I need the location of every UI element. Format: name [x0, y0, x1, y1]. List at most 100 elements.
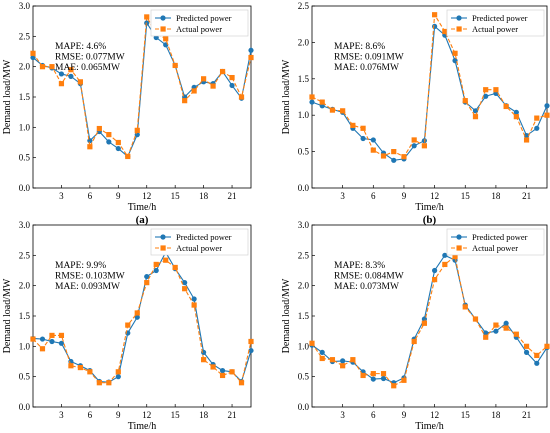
y-axis-label: Demand load/MW: [2, 59, 13, 134]
legend-marker: [160, 15, 166, 21]
y-tick-label: 0.5: [19, 372, 31, 382]
x-tick-label: 12: [142, 410, 151, 420]
data-point: [340, 363, 346, 369]
data-point: [229, 74, 235, 81]
data-point: [96, 125, 102, 132]
legend-marker: [160, 234, 166, 240]
data-point: [329, 107, 336, 113]
y-tick-label: 0.0: [19, 402, 31, 412]
x-axis-label: Time/h: [128, 421, 157, 432]
legend-marker: [456, 234, 462, 240]
data-point: [219, 368, 226, 374]
data-point: [483, 330, 489, 336]
data-point: [380, 371, 387, 377]
data-point: [340, 358, 346, 364]
x-tick-label: 15: [461, 191, 471, 201]
data-point: [134, 310, 140, 316]
series-line: [32, 15, 252, 158]
data-point: [172, 62, 178, 69]
data-point: [483, 334, 489, 340]
legend-label: Predicted power: [176, 13, 232, 23]
y-tick-label: 0.5: [298, 372, 310, 382]
x-tick-label: 21: [522, 410, 531, 420]
data-point: [30, 54, 36, 61]
data-point: [523, 137, 530, 143]
data-point: [125, 322, 131, 328]
series-actual: [309, 12, 550, 160]
chart-panel-3: 0.0 0.5 1.0 1.5 2.0 2.5 3.0 3 6 9 12 15 18 21 Time/h De…: [2, 220, 254, 432]
data-point: [153, 267, 159, 274]
data-point: [68, 363, 74, 369]
y-axis-label: Demand load/MW: [281, 59, 292, 134]
data-point: [248, 347, 254, 354]
x-tick-label: 21: [228, 410, 237, 420]
metric-text: RMSE: 0.103MW: [55, 272, 125, 282]
y-tick-label: 2.5: [298, 1, 310, 11]
legend-box: [150, 228, 249, 256]
data-point: [513, 109, 519, 115]
data-point: [391, 149, 397, 155]
data-point: [39, 336, 46, 342]
y-tick-label: 0.5: [19, 153, 31, 163]
data-point: [30, 336, 36, 342]
metric-text: RMSE: 0.077MW: [55, 53, 125, 63]
data-point: [411, 338, 417, 345]
y-tick-label: 0.0: [298, 183, 310, 193]
x-tick-label: 6: [371, 410, 376, 420]
data-point: [432, 12, 438, 18]
metric-text: MAPE: 8.3%: [334, 261, 385, 271]
y-tick-label: 2.5: [19, 31, 31, 41]
data-point: [182, 286, 188, 292]
data-point: [96, 380, 102, 386]
y-tick-label: 3.0: [19, 220, 31, 230]
data-point: [219, 68, 226, 75]
y-tick-label: 0.5: [298, 147, 310, 157]
data-point: [39, 64, 46, 70]
data-point: [340, 108, 346, 114]
data-point: [125, 153, 131, 160]
data-point: [544, 112, 550, 118]
x-tick-label: 3: [59, 191, 64, 201]
y-tick-label: 1.5: [19, 311, 31, 321]
data-point: [391, 157, 397, 163]
data-point: [153, 261, 159, 268]
data-point: [210, 364, 216, 370]
data-point: [391, 383, 397, 389]
data-point: [462, 98, 468, 104]
x-tick-label: 6: [371, 191, 376, 201]
chart-panel-4: 0.0 0.5 1.0 1.5 2.0 2.5 3.0 3 6 9 12 15 18 21 Time/h De…: [281, 220, 550, 432]
data-point: [493, 328, 499, 334]
data-point: [58, 81, 65, 87]
data-point: [370, 376, 376, 382]
data-point: [106, 132, 112, 138]
metric-text: MAPE: 9.9%: [55, 261, 106, 271]
data-point: [472, 108, 479, 114]
data-point: [201, 76, 207, 82]
data-point: [39, 346, 46, 352]
x-axis-label: Time/h: [415, 202, 444, 213]
metric-text: MAPE: 8.6%: [334, 42, 385, 52]
x-tick-label: 6: [88, 410, 93, 420]
metric-text: MAE: 0.093MW: [55, 282, 120, 292]
y-tick-label: 1.0: [298, 110, 310, 120]
data-point: [319, 349, 325, 355]
data-point: [472, 114, 479, 120]
x-axis-label: Time/h: [128, 202, 157, 213]
x-tick-label: 18: [491, 191, 501, 201]
data-point: [309, 340, 315, 346]
data-point: [544, 343, 550, 349]
chart-panel-1: 0.0 0.5 1.0 1.5 2.0 2.5 3.0 3 6 9 12 15 18 21 Time/h De…: [2, 1, 254, 226]
data-point: [523, 343, 530, 349]
data-point: [432, 277, 438, 283]
data-point: [421, 316, 427, 322]
legend-label: Predicted power: [472, 232, 528, 242]
x-tick-label: 3: [340, 410, 345, 420]
data-point: [191, 88, 197, 94]
data-point: [462, 304, 468, 310]
x-tick-label: 15: [171, 191, 181, 201]
data-point: [421, 320, 427, 326]
